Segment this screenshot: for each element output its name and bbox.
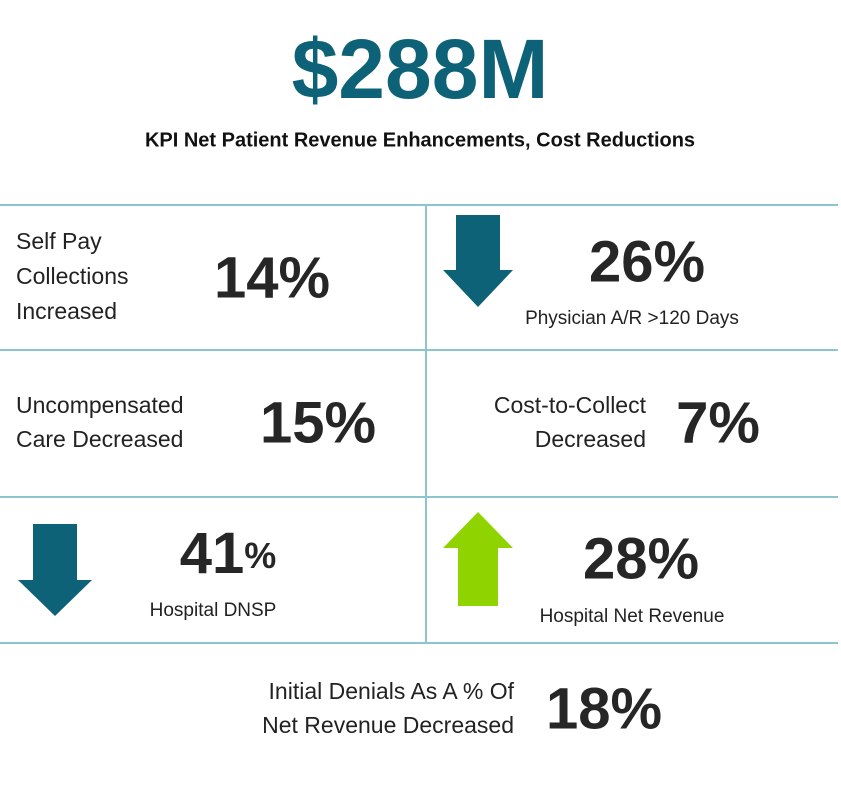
kpi-label: Hospital DNSP [150,600,277,621]
kpi-label: Initial Denials As A % Of [269,678,515,704]
kpi-value: 15% [260,390,376,455]
kpi-label: Cost-to-Collect [494,392,647,418]
kpi-label: Uncompensated [16,392,184,418]
subtitle: KPI Net Patient Revenue Enhancements, Co… [145,129,695,151]
kpi-value: 14% [214,245,330,310]
headline: $288M [292,22,549,116]
kpi-label: Self Pay [16,228,102,254]
kpi-label: Hospital Net Revenue [540,606,725,627]
kpi-unit: % [244,535,276,576]
kpi-number: 41 [180,521,245,586]
down-arrow [18,524,92,616]
kpi-label: Collections [16,263,129,289]
kpi-value: 26% [589,229,705,294]
kpi-label: Net Revenue Decreased [262,712,514,738]
up-arrow [443,512,513,606]
kpi-value: 18% [546,676,662,741]
kpi-value: 7% [676,390,760,455]
kpi-label: Decreased [535,426,646,452]
kpi-value: 41% [180,521,277,586]
kpi-label: Increased [16,298,117,324]
down-arrow [443,215,513,307]
kpi-value: 28% [583,526,699,591]
kpi-label: Care Decreased [16,426,183,452]
kpi-label: Physician A/R >120 Days [525,308,739,329]
